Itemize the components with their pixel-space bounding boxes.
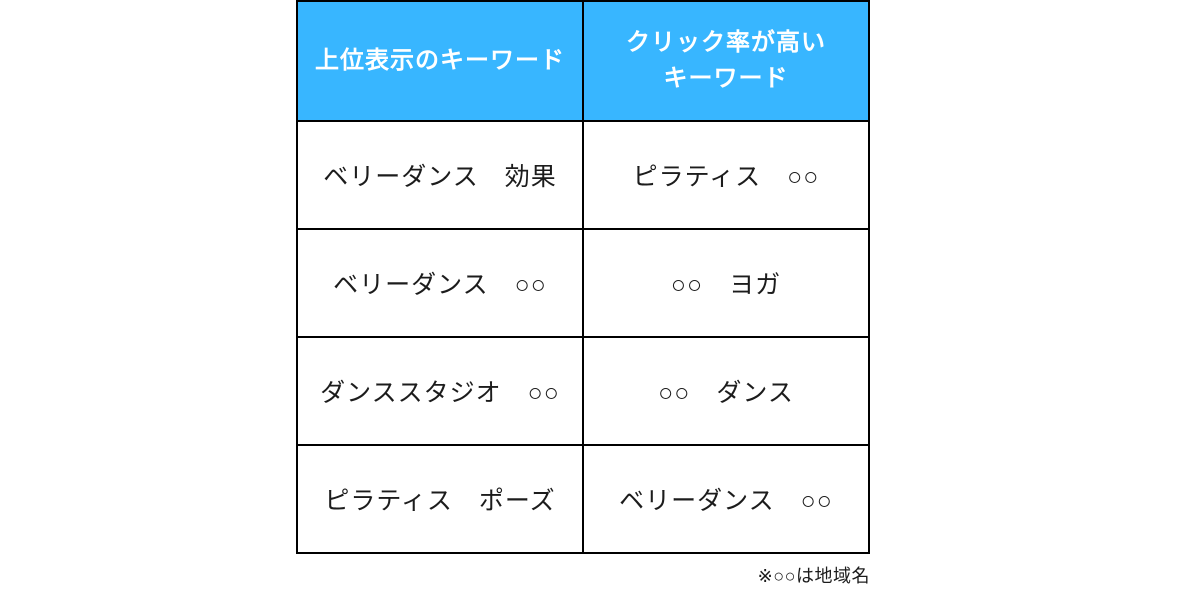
table-cell: ○○ ダンス	[582, 336, 870, 446]
table-cell: ダンススタジオ ○○	[296, 336, 584, 446]
column-header-high-ctr-keywords: クリック率が高い キーワード	[582, 0, 870, 122]
table-header: 上位表示のキーワード クリック率が高い キーワード	[296, 0, 870, 122]
table-cell: ベリーダンス ○○	[296, 228, 584, 338]
table-row: ピラティス ポーズ ベリーダンス ○○	[296, 444, 870, 554]
column-header-label-line-2: キーワード	[663, 65, 789, 92]
table-cell: ピラティス ○○	[582, 120, 870, 230]
table-body: ベリーダンス 効果 ピラティス ○○ ベリーダンス ○○ ○○ ヨガ ダンススタ…	[296, 120, 870, 554]
column-header-label-line-1: クリック率が高い	[626, 29, 826, 56]
table-row: ベリーダンス 効果 ピラティス ○○	[296, 120, 870, 230]
column-header-top-ranked-keywords: 上位表示のキーワード	[296, 0, 584, 122]
header-row: 上位表示のキーワード クリック率が高い キーワード	[296, 0, 870, 122]
table-row: ベリーダンス ○○ ○○ ヨガ	[296, 228, 870, 338]
table-row: ダンススタジオ ○○ ○○ ダンス	[296, 336, 870, 446]
keyword-comparison-table: 上位表示のキーワード クリック率が高い キーワード ベリーダンス 効果 ピラティ…	[296, 0, 870, 554]
table-cell: ピラティス ポーズ	[296, 444, 584, 554]
table-cell: ベリーダンス 効果	[296, 120, 584, 230]
footnote: ※○○は地域名	[757, 566, 870, 586]
table-cell: ○○ ヨガ	[582, 228, 870, 338]
column-header-label: 上位表示のキーワード	[315, 47, 565, 74]
table-cell: ベリーダンス ○○	[582, 444, 870, 554]
